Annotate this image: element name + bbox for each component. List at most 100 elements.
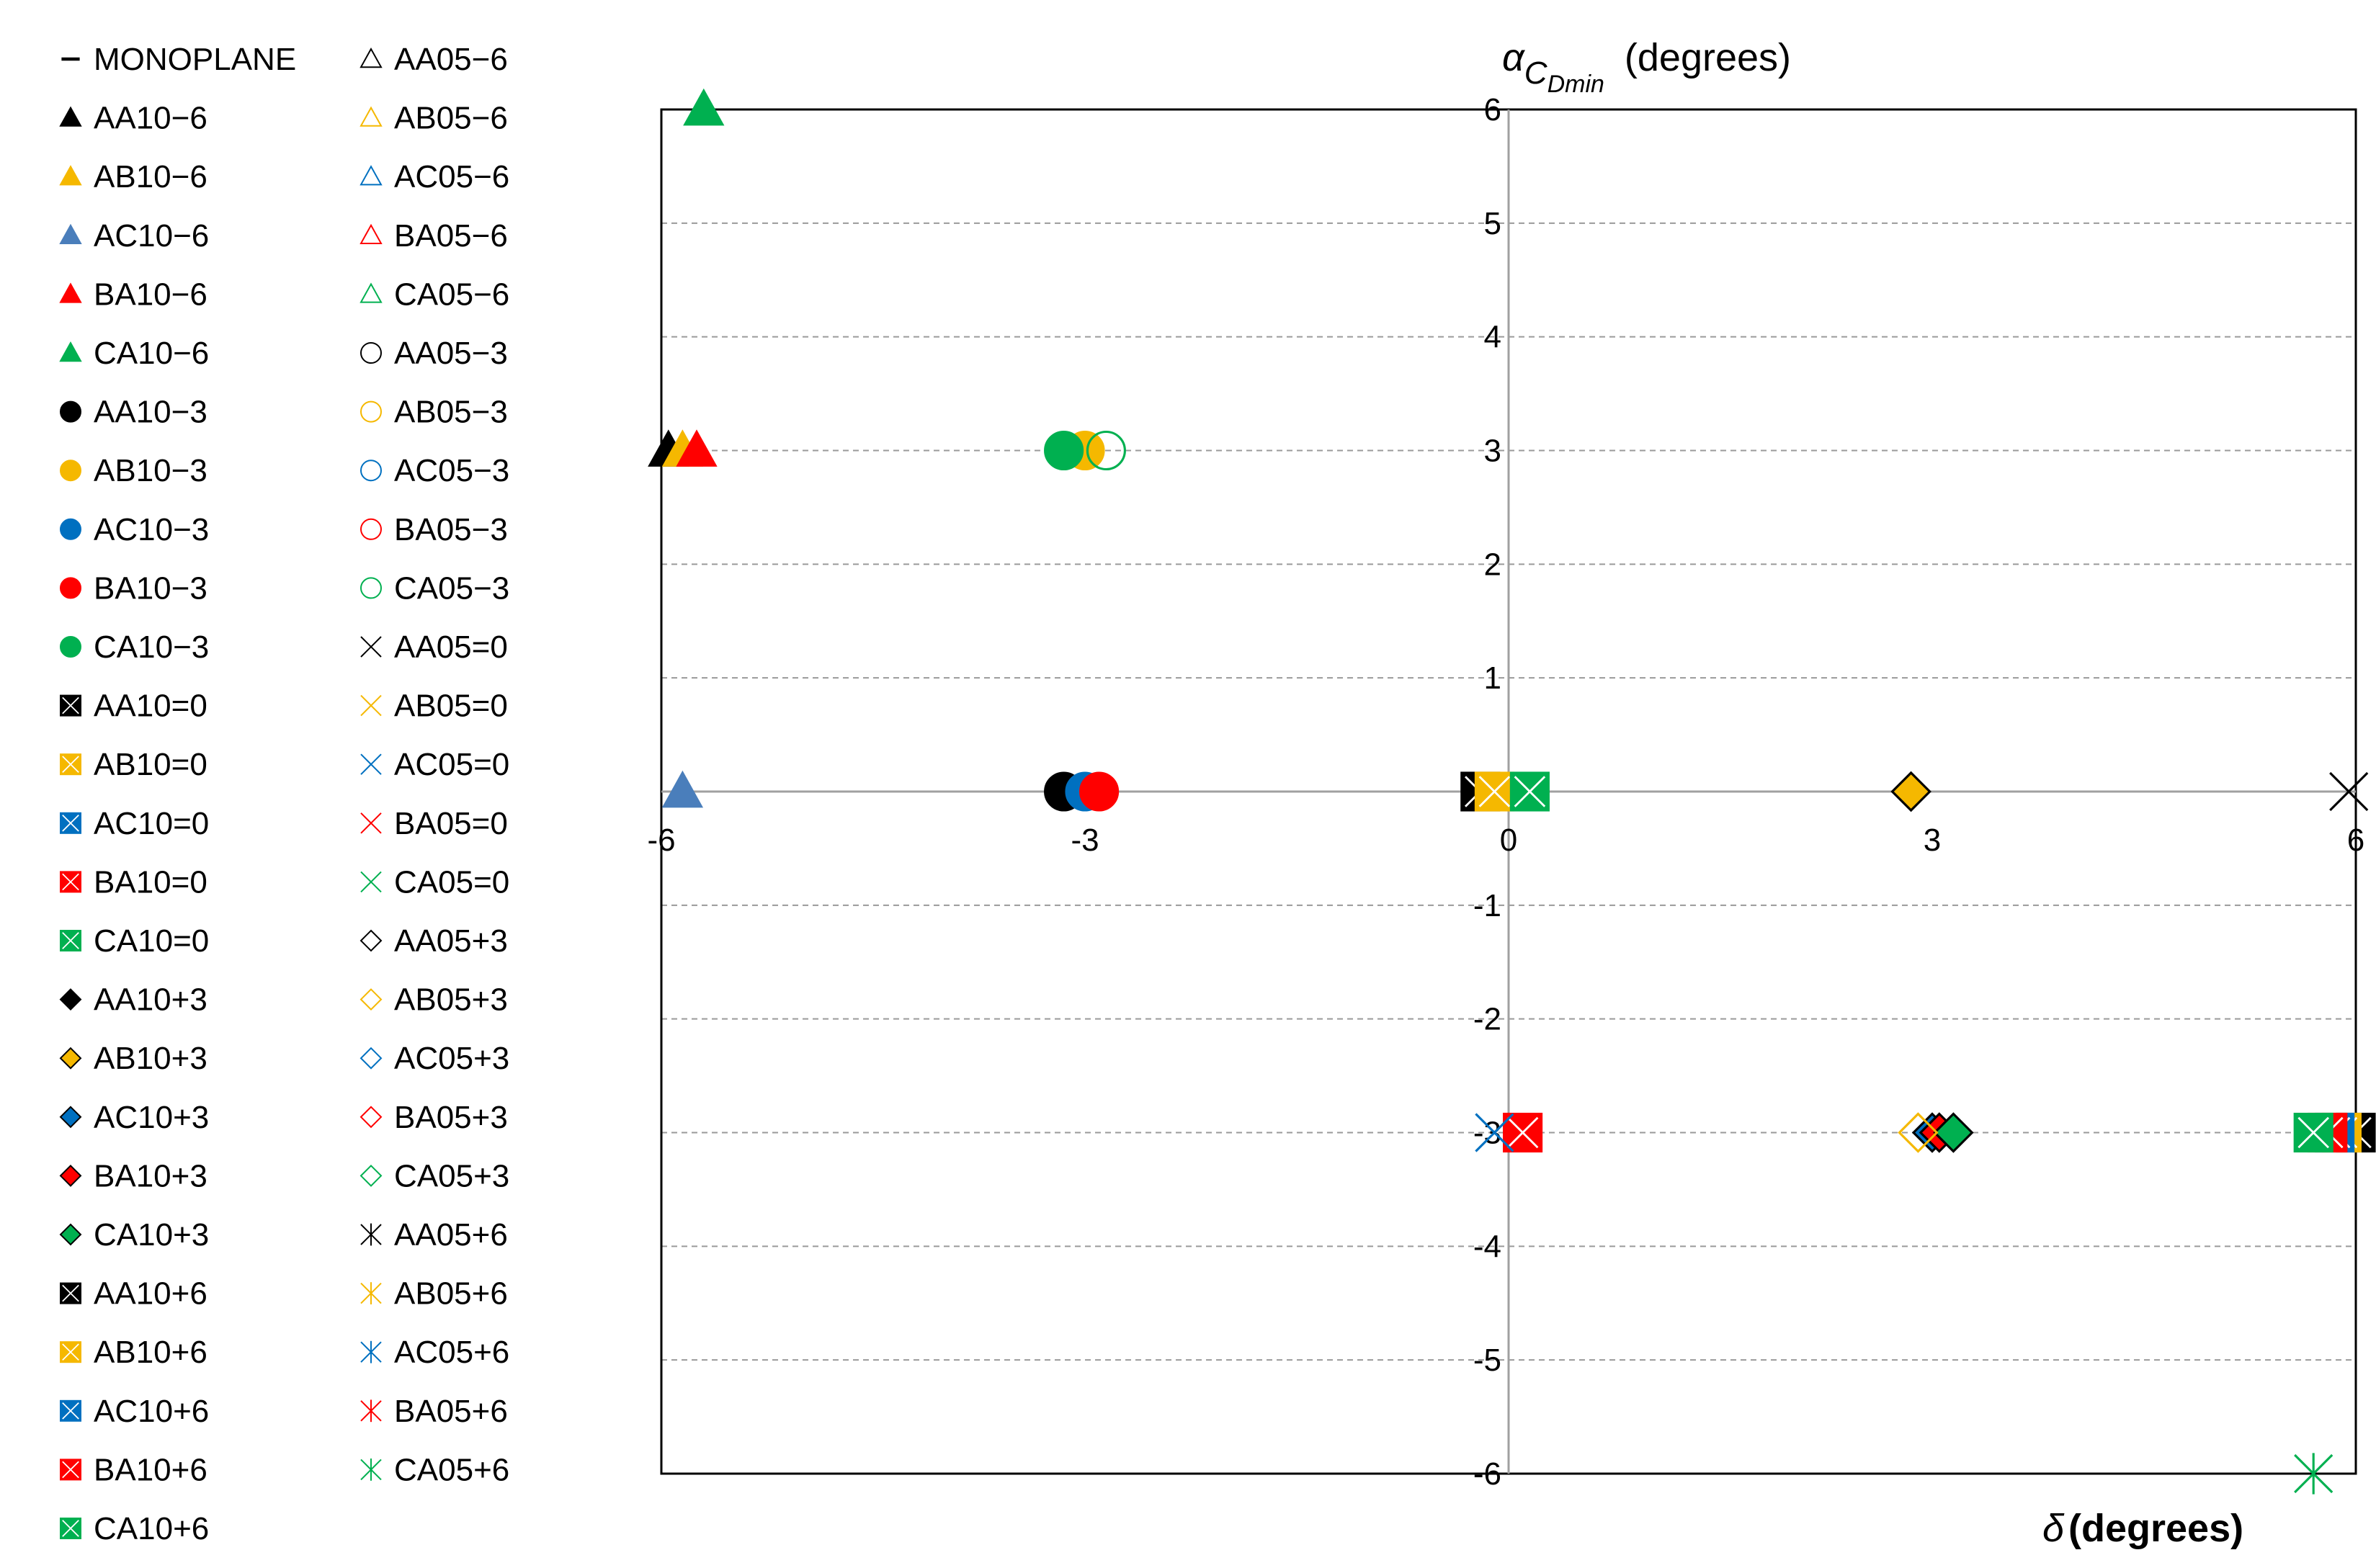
legend-label: AA05+3 [394,923,508,959]
y-axis-title: αCDmin(degrees) [1502,36,1791,98]
y-tick-label: 4 [1484,320,1501,355]
y-tick-label: 6 [1484,92,1501,127]
legend-marker [60,636,81,658]
legend-label: AB10+6 [94,1335,207,1370]
legend-marker [360,871,382,893]
legend-marker [60,753,81,776]
legend-label: AB05+3 [394,982,508,1018]
y-tick-label: 1 [1484,660,1501,696]
legend-marker [59,988,82,1011]
legend-marker [60,460,81,482]
legend-label: AA05−3 [394,336,508,371]
data-point [1475,1113,1514,1152]
legend-marker [59,223,82,244]
legend-marker [60,694,81,717]
legend-marker [359,1047,383,1070]
legend-marker [60,930,81,951]
legend-marker [60,871,81,893]
data-point [1898,1112,1939,1153]
legend-marker [360,518,382,540]
x-tick-label: -3 [1071,823,1099,858]
legend-marker [359,1164,383,1187]
legend-label: BA10+3 [94,1158,207,1193]
legend-label: CA05−6 [394,277,509,312]
legend-label: BA05+6 [394,1394,508,1429]
legend-label: AC10+3 [94,1100,209,1135]
legend-marker [359,106,383,127]
data-point [1079,771,1120,812]
legend-marker [359,988,383,1011]
legend-label: CA10−6 [94,336,209,371]
x-tick-label: -6 [647,823,675,858]
y-tick-label: -6 [1473,1456,1501,1492]
legend-label: AB10+3 [94,1041,207,1076]
legend-marker [359,929,383,952]
y-tick-label: 2 [1484,547,1501,582]
legend-marker [59,106,82,127]
legend-marker [59,1223,82,1246]
legend-label: AB05−3 [394,395,508,430]
legend-marker [360,400,382,423]
legend-label: CA05+3 [394,1158,509,1193]
legend-marker [359,47,383,68]
legend-label: AA05+6 [394,1217,508,1253]
legend-label: AB10−3 [94,453,207,488]
legend-marker [359,282,383,303]
legend-label: AA05−6 [394,42,508,77]
legend-label: BA05−3 [394,512,508,547]
legend-marker [60,1341,81,1363]
legend-marker [60,1518,81,1539]
data-point [1933,1112,1974,1153]
legend-marker [360,1399,382,1423]
data-points [648,88,2376,1495]
legend-marker [360,636,382,658]
legend-label: AC05−3 [394,453,509,488]
legend-label: AC05=0 [394,747,509,782]
legend-label: BA10−3 [94,570,207,606]
legend-marker [360,577,382,599]
legend-marker [60,1399,81,1422]
legend-label: BA05+3 [394,1100,508,1135]
legend-marker [60,518,81,540]
legend-label: AA10−6 [94,101,207,136]
legend-marker [360,694,382,717]
legend-label: AB10=0 [94,747,207,782]
legend-marker [360,1282,382,1304]
data-point [1474,771,1514,812]
legend-label: CA05+6 [394,1452,509,1487]
x-axis-title: δ (degrees) [2042,1507,2243,1550]
legend-marker [59,1164,82,1187]
data-point [1086,430,1126,471]
legend-label: AB05+6 [394,1276,508,1312]
legend-marker [60,812,81,834]
legend-label: CA05−3 [394,570,509,606]
legend-label: BA10−6 [94,277,207,312]
data-point [1509,771,1550,812]
x-tick-label: 0 [1500,823,1517,858]
data-point [2293,1112,2333,1153]
legend-label: AB05−6 [394,101,508,136]
data-point [1503,1112,1543,1153]
legend-label: AC10−3 [94,512,209,547]
x-tick-label: 3 [1924,823,1941,858]
legend-marker [360,1340,382,1363]
y-tick-label: 5 [1484,206,1501,241]
legend-label: CA10=0 [94,923,209,959]
data-point [2294,1453,2333,1495]
legend-label: BA05−6 [394,218,508,254]
y-tick-label: -4 [1473,1229,1501,1264]
legend-label: BA10+6 [94,1452,207,1487]
legend-label: AA10−3 [94,395,207,430]
y-tick-label: -1 [1473,888,1501,923]
data-point [661,770,704,808]
y-tick-label: 3 [1484,434,1501,469]
legend-label: AA10+6 [94,1276,207,1312]
legend-label: CA10+6 [94,1511,209,1546]
legend-marker [359,165,383,186]
legend-marker [60,577,81,599]
legend-label: CA05=0 [394,864,509,900]
legend-label: CA10−3 [94,630,209,665]
data-point [676,429,718,467]
legend-label: AA10=0 [94,689,207,724]
